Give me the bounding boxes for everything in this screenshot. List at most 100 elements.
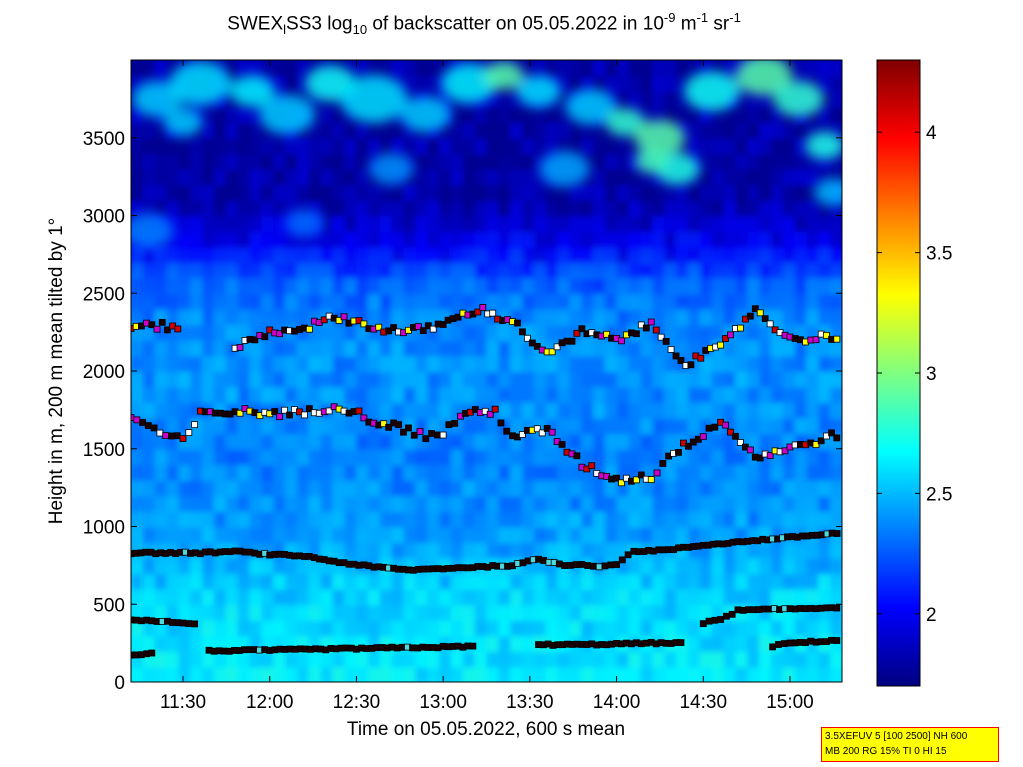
texture-cell [237,371,251,388]
texture-cell [308,277,322,295]
texture-cell [628,199,642,217]
cloud-marker [632,330,640,338]
texture-cell [557,619,571,637]
texture-cell [522,386,535,404]
texture-cell [581,479,595,497]
texture-cell [202,417,215,435]
texture-cell [652,75,666,93]
cloud-marker [558,441,566,448]
texture-cell [818,542,832,559]
texture-cell [308,371,322,388]
texture-cell [616,91,630,108]
texture-cell [498,402,512,419]
texture-cell [581,308,595,326]
texture-cell [403,650,417,668]
texture-cell [770,122,784,139]
texture-cell [664,417,678,435]
info-line-2: MB 200 RG 15% TI 0 HI 15 [825,746,947,757]
texture-cell [806,355,820,372]
cloud-marker [416,428,424,435]
texture-cell [510,153,524,170]
cloud-marker [657,333,665,341]
texture-cell [759,619,772,637]
texture-cell [498,573,512,590]
texture-cell [711,588,725,606]
texture-cell [356,168,369,186]
texture-cell [759,199,772,217]
texture-cell [699,122,713,139]
texture-cell [427,75,441,93]
texture-cell [356,339,369,357]
texture-cell [652,199,666,217]
texture-cell [213,433,227,450]
texture-cell [676,293,689,310]
texture-cell [261,262,275,279]
texture-cell [368,542,381,559]
texture-cell [818,106,832,124]
texture-cell [782,293,796,310]
texture-cell [830,588,842,606]
texture-cell [190,604,204,621]
texture-cell [533,184,547,201]
texture-cell [510,479,524,497]
texture-cell [356,215,369,233]
texture-cell [261,60,275,77]
texture-cell [427,495,441,512]
texture-cell [450,619,464,637]
texture-cell [320,215,334,233]
texture-cell [486,168,500,186]
texture-cell [332,137,346,155]
texture-cell [261,199,275,217]
texture-cell [131,339,144,357]
texture-cell [545,246,559,264]
texture-cell [569,60,583,77]
texture-cell [723,339,737,357]
texture-cell [439,199,452,217]
texture-cell [320,542,334,559]
texture-cell [142,262,156,279]
texture-cell [190,573,204,590]
texture-cell [213,495,227,512]
texture-cell [687,588,701,606]
cloud-marker [667,346,675,353]
texture-cell [237,464,251,481]
texture-cell [522,526,535,544]
aerosol-patch [284,209,325,238]
texture-cell [593,137,606,155]
texture-cell [830,510,842,528]
texture-cell [652,573,666,590]
texture-cell [131,246,144,264]
texture-cell [818,355,832,372]
texture-cell [249,650,263,668]
texture-cell [379,588,393,606]
texture-cell [166,495,180,512]
texture-cell [735,277,749,295]
texture-cell [202,153,215,170]
texture-cell [830,91,842,108]
texture-cell [628,293,642,310]
texture-cell [510,293,524,310]
texture-cell [285,137,298,155]
texture-cell [237,433,251,450]
texture-cell [569,184,583,201]
cloud-marker [538,429,546,437]
texture-cell [439,588,452,606]
texture-cell [308,339,322,357]
texture-cell [782,573,796,590]
texture-cell [498,137,512,155]
texture-cell [581,246,595,264]
texture-cell [687,448,701,466]
texture-cell [640,433,654,450]
texture-cell [427,215,441,233]
texture-cell [616,604,630,621]
texture-cell [166,199,180,217]
texture-cell [533,355,547,372]
texture-cell [462,246,476,264]
texture-cell [711,246,725,264]
texture-cell [225,573,239,590]
texture-cell [344,573,358,590]
texture-cell [450,495,464,512]
texture-cell [261,308,275,326]
texture-cell [640,355,654,372]
chart-title: SWEXlSS3 log10 of backscatter on 05.05.2… [227,10,741,38]
